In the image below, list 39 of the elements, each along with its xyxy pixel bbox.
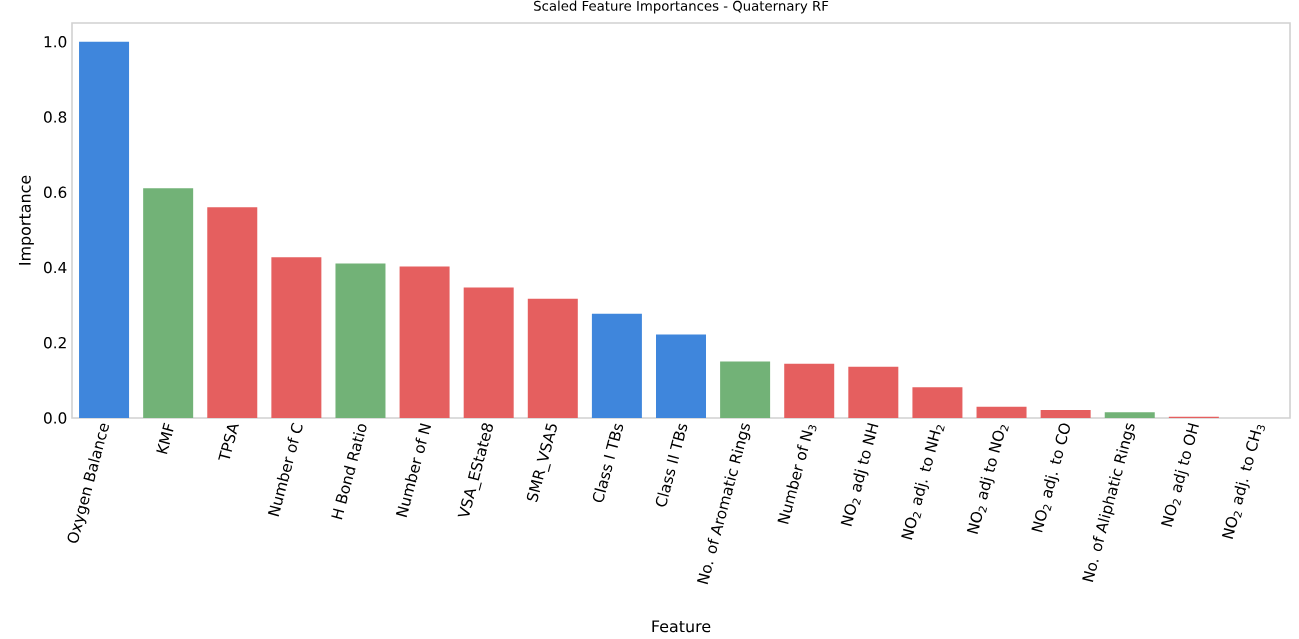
bar: [463, 287, 514, 418]
bar: [1040, 410, 1091, 418]
y-tick-label: 0.6: [44, 186, 67, 199]
x-tick-label: NO$_{2}$ adj. to NH$_{2}$: [901, 425, 945, 540]
bar: [527, 298, 578, 418]
bar: [912, 387, 963, 418]
x-tick-label: H Bond Ratio: [331, 424, 367, 520]
y-tick-label: 0.8: [44, 111, 67, 123]
bar: [79, 41, 130, 418]
x-tick-label: Number of C: [267, 422, 303, 517]
y-tick-label: 0.2: [44, 336, 66, 349]
x-axis-title: Feature: [652, 620, 711, 633]
y-tick-label: 0.4: [44, 261, 67, 274]
x-tick-label: NO$_{2}$ adj to NH: [840, 422, 879, 527]
x-tick-label: NO$_{2}$ adj to NO$_{2}$: [966, 425, 1009, 534]
x-tick-label: TPSA: [218, 424, 239, 460]
y-tick-label: 0.0: [44, 412, 67, 424]
bar: [656, 334, 707, 418]
bar: [143, 188, 194, 418]
y-axis-title: Importance: [18, 175, 34, 265]
bar: [1104, 412, 1155, 418]
y-tick-label: 1.0: [44, 36, 67, 48]
bar: [784, 363, 835, 418]
bar: [591, 313, 642, 418]
chart-title: Scaled Feature Importances - Quaternary RF: [534, 0, 829, 14]
x-tick-label: NO$_{2}$ adj to OH: [1161, 422, 1199, 527]
bar: [399, 266, 450, 418]
x-tick-label: Class I TBs: [592, 423, 624, 503]
bar: [335, 263, 386, 418]
bar: [720, 361, 771, 418]
bar: [271, 257, 322, 418]
x-tick-label: Number of N: [395, 423, 432, 518]
x-tick-label: NO$_{2}$ adj. to CH$_{3}$: [1221, 424, 1265, 539]
x-tick-label: NO$_{2}$ adj. to CO: [1031, 423, 1070, 533]
x-tick-label: KMF: [156, 422, 174, 455]
bar: [976, 406, 1027, 418]
bar: [848, 366, 899, 418]
x-tick-label: Class II TBs: [655, 423, 688, 507]
bar: [207, 207, 258, 418]
